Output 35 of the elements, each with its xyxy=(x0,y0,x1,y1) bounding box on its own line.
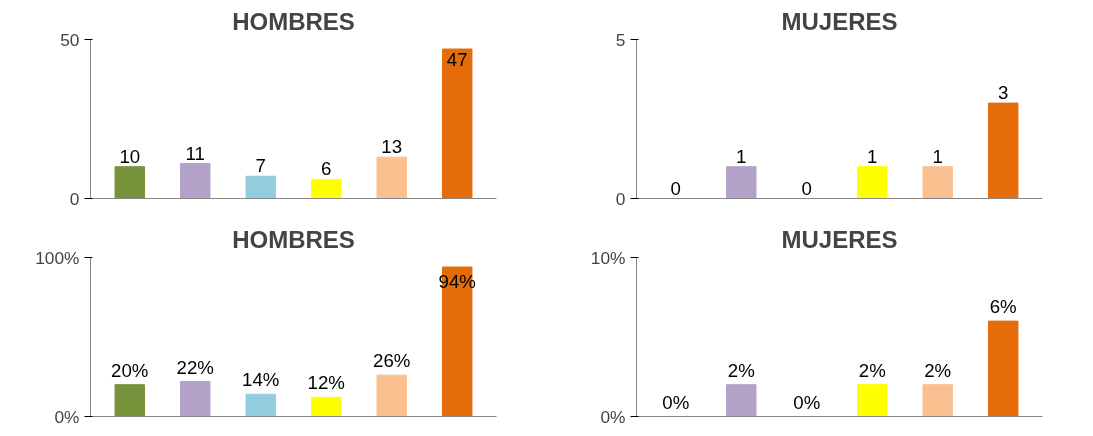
data-label: 7 xyxy=(255,155,266,177)
y-tick-label: 0% xyxy=(600,406,626,427)
data-label: 0% xyxy=(793,391,821,413)
data-label: 0 xyxy=(670,177,681,199)
chart-title: HOMBRES xyxy=(232,7,355,35)
data-label: 11 xyxy=(185,142,205,164)
data-label: 6 xyxy=(321,158,332,180)
data-label: 2% xyxy=(727,359,755,381)
y-tick-label: 5 xyxy=(615,29,626,50)
data-label: 12% xyxy=(307,372,345,394)
data-label: 6% xyxy=(989,296,1017,318)
chart-title: MUJERES xyxy=(781,225,898,253)
data-label: 1 xyxy=(867,145,878,167)
data-label: 22% xyxy=(176,356,214,378)
data-label: 1 xyxy=(932,145,943,167)
data-label: 10 xyxy=(119,145,141,167)
y-tick-label: 10% xyxy=(590,247,626,268)
data-label: 13 xyxy=(381,136,403,158)
data-label: 2% xyxy=(858,359,886,381)
data-label: 47 xyxy=(446,49,468,71)
data-label: 14% xyxy=(242,369,280,391)
data-label: 2% xyxy=(924,359,952,381)
chart-title: MUJERES xyxy=(781,7,898,35)
data-label: 26% xyxy=(373,350,411,372)
y-tick-label: 0 xyxy=(615,188,626,209)
y-tick-label: 0% xyxy=(54,406,80,427)
data-label: 20% xyxy=(111,359,149,381)
y-tick-label: 50 xyxy=(60,29,80,50)
data-label: 0 xyxy=(801,177,812,199)
data-label: 1 xyxy=(736,145,747,167)
y-tick-label: 0 xyxy=(69,188,80,209)
data-label: 3 xyxy=(998,82,1009,104)
y-tick-label: 100% xyxy=(35,247,80,268)
chart-title: HOMBRES xyxy=(232,225,355,253)
data-label: 0% xyxy=(662,391,690,413)
